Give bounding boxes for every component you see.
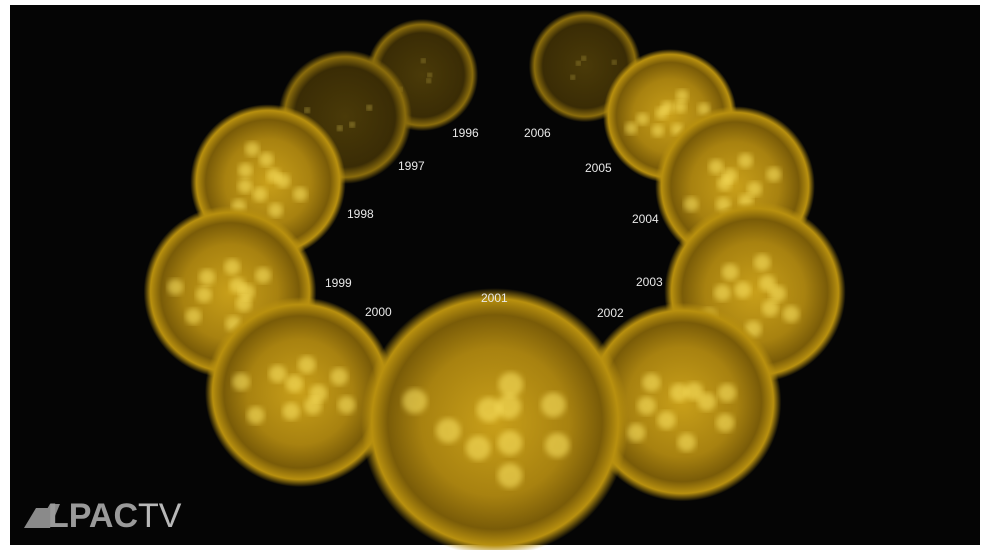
active-region (235, 295, 252, 312)
active-region (540, 392, 566, 418)
active-region (581, 56, 586, 61)
year-label: 2001 (481, 291, 508, 305)
logo-icon (24, 504, 60, 528)
sun (582, 302, 782, 502)
active-region (636, 112, 649, 126)
active-region (753, 254, 771, 271)
active-region (782, 305, 800, 323)
active-region (349, 122, 355, 128)
active-region (259, 152, 274, 167)
active-region (402, 388, 428, 414)
active-region (677, 433, 696, 452)
active-region (747, 181, 762, 197)
active-region (298, 355, 316, 374)
year-label: 2005 (585, 161, 612, 175)
active-region (626, 423, 646, 442)
active-region (570, 75, 575, 80)
active-region (684, 382, 704, 401)
active-region (734, 281, 752, 299)
active-region (544, 432, 570, 458)
active-region (366, 105, 372, 111)
sun-disk (582, 302, 782, 502)
active-region (255, 267, 272, 284)
active-region (304, 397, 322, 415)
active-region (337, 125, 343, 131)
year-label: 2003 (636, 275, 663, 289)
active-region (576, 60, 581, 66)
active-region (657, 411, 676, 430)
active-region (497, 430, 523, 456)
active-region (224, 258, 241, 275)
year-label: 1998 (347, 207, 374, 221)
active-region (232, 372, 250, 391)
logo-text: LPACTV (48, 497, 182, 535)
active-region (697, 392, 717, 411)
year-label: 1997 (398, 159, 425, 173)
active-region (282, 402, 300, 421)
active-region (245, 141, 260, 157)
active-region (476, 397, 502, 423)
logo-main: LPAC (48, 497, 138, 535)
active-region (293, 187, 308, 202)
active-region (496, 394, 522, 419)
active-region (330, 367, 348, 386)
active-region (252, 187, 268, 202)
sun-disk (204, 296, 396, 488)
active-region (708, 159, 724, 175)
active-region (713, 284, 731, 302)
year-label: 2006 (524, 126, 551, 140)
active-region (683, 196, 699, 212)
active-region (717, 383, 737, 403)
active-region (766, 167, 782, 182)
sun (361, 288, 629, 550)
active-region (651, 124, 664, 137)
active-region (497, 463, 523, 489)
active-region (769, 285, 786, 303)
sun-ring: 1996 1997 1998 1999 2000 2001 2002 2003 2004 2005… (143, 9, 846, 550)
active-region (498, 372, 524, 397)
active-region (715, 413, 735, 433)
active-region (465, 435, 491, 461)
active-region (669, 383, 689, 402)
year-label: 2000 (365, 305, 392, 319)
active-region (167, 279, 184, 296)
logo-suffix: TV (138, 497, 182, 535)
active-region (675, 89, 689, 102)
year-label: 2004 (632, 212, 659, 226)
year-label: 1999 (325, 276, 352, 290)
active-region (268, 365, 287, 383)
active-region (275, 173, 291, 188)
active-region (426, 78, 431, 84)
active-region (624, 122, 638, 135)
active-region (642, 373, 661, 392)
active-region (304, 107, 310, 113)
active-region (721, 263, 739, 281)
active-region (238, 163, 253, 178)
active-region (660, 100, 674, 114)
active-region (421, 58, 426, 63)
active-region (268, 203, 283, 218)
active-region (246, 406, 265, 425)
logo: LPACTV (24, 497, 182, 535)
active-region (337, 396, 356, 414)
active-region (199, 269, 216, 286)
active-region (185, 308, 202, 325)
active-region (237, 178, 253, 194)
active-region (637, 396, 656, 415)
active-region (674, 100, 687, 113)
active-region (285, 374, 304, 393)
active-region (612, 60, 617, 65)
active-region (759, 274, 776, 292)
active-region (435, 418, 461, 444)
active-region (722, 168, 738, 184)
active-region (738, 153, 753, 169)
year-label: 1996 (452, 126, 479, 140)
active-region (427, 72, 432, 78)
active-region (195, 286, 212, 303)
active-region (761, 299, 779, 317)
year-label: 2002 (597, 306, 624, 320)
sun (204, 296, 396, 488)
